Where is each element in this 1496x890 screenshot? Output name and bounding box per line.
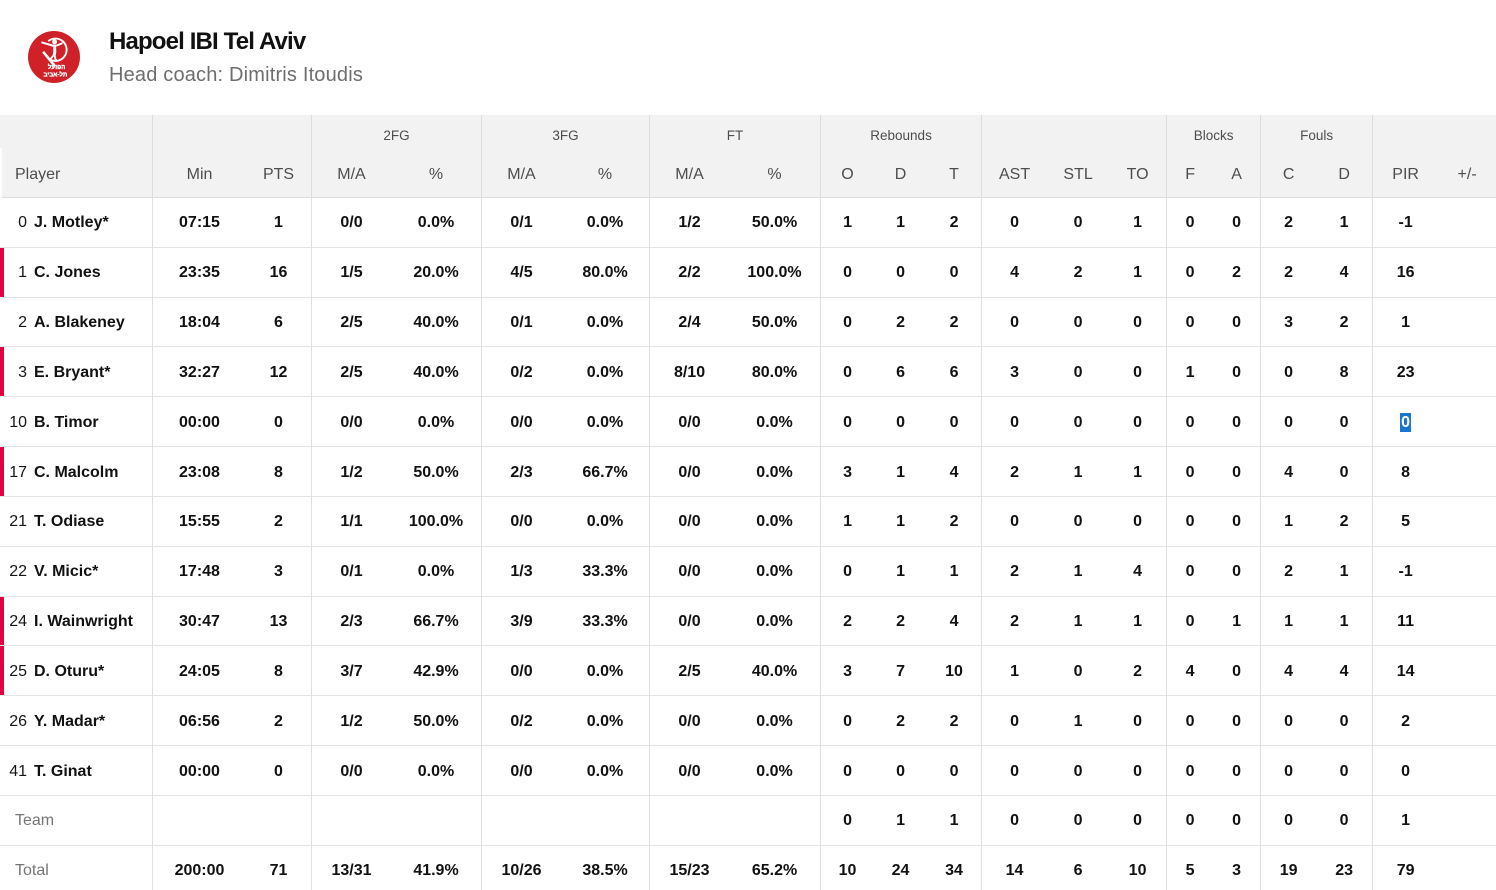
svg-text:תל-אביב: תל-אביב (43, 70, 67, 78)
svg-text:הפועל: הפועל (48, 63, 65, 71)
